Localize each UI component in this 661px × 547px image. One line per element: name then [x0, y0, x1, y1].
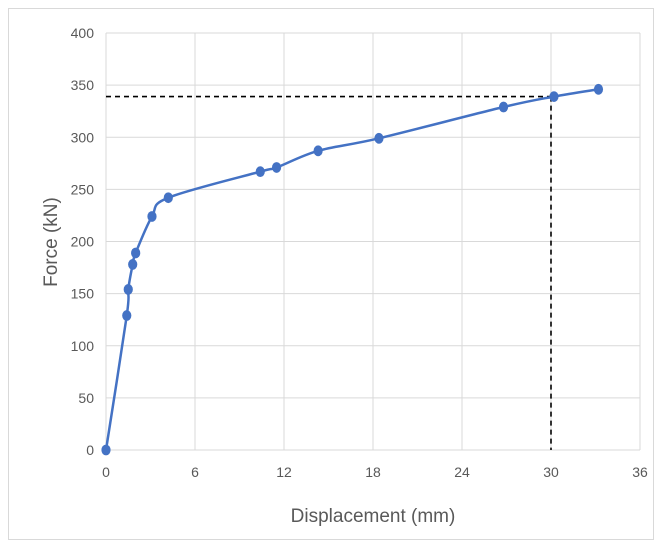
data-point — [255, 166, 265, 178]
data-point — [498, 101, 509, 113]
x-axis-title: Displacement (mm) — [291, 506, 456, 527]
y-tick-label: 50 — [78, 390, 94, 406]
data-point — [101, 444, 111, 456]
y-tick-label: 250 — [71, 181, 95, 197]
series-layer — [101, 83, 604, 456]
x-tick-label: 24 — [454, 464, 470, 480]
data-point — [128, 259, 138, 270]
data-point — [593, 83, 604, 95]
x-tick-label: 0 — [102, 464, 110, 480]
y-tick-label: 350 — [71, 77, 95, 93]
x-tick-label: 18 — [365, 464, 381, 480]
x-tick-label: 30 — [543, 464, 559, 480]
data-point — [271, 162, 282, 173]
reference-lines — [106, 95, 552, 450]
data-point — [163, 192, 173, 204]
tick-labels: 0 50 100 150 200 250 300 350 400 0 6 12 18 24 30 36 — [71, 25, 648, 480]
y-tick-label: 150 — [71, 286, 95, 302]
data-point — [123, 284, 133, 295]
data-point — [131, 247, 141, 259]
y-tick-label: 0 — [86, 442, 94, 458]
x-tick-label: 12 — [276, 464, 292, 480]
y-tick-label: 200 — [71, 234, 95, 250]
y-tick-label: 100 — [71, 338, 95, 354]
y-tick-label: 400 — [71, 25, 95, 41]
data-point — [313, 145, 323, 157]
data-point — [374, 132, 384, 144]
x-tick-label: 36 — [632, 464, 648, 480]
data-point — [122, 310, 132, 321]
y-axis-title: Force (kN) — [41, 197, 62, 287]
data-point — [147, 211, 157, 222]
y-tick-label: 300 — [71, 129, 95, 145]
data-point — [549, 91, 559, 102]
x-tick-label: 6 — [191, 464, 199, 480]
series-line — [104, 88, 599, 451]
